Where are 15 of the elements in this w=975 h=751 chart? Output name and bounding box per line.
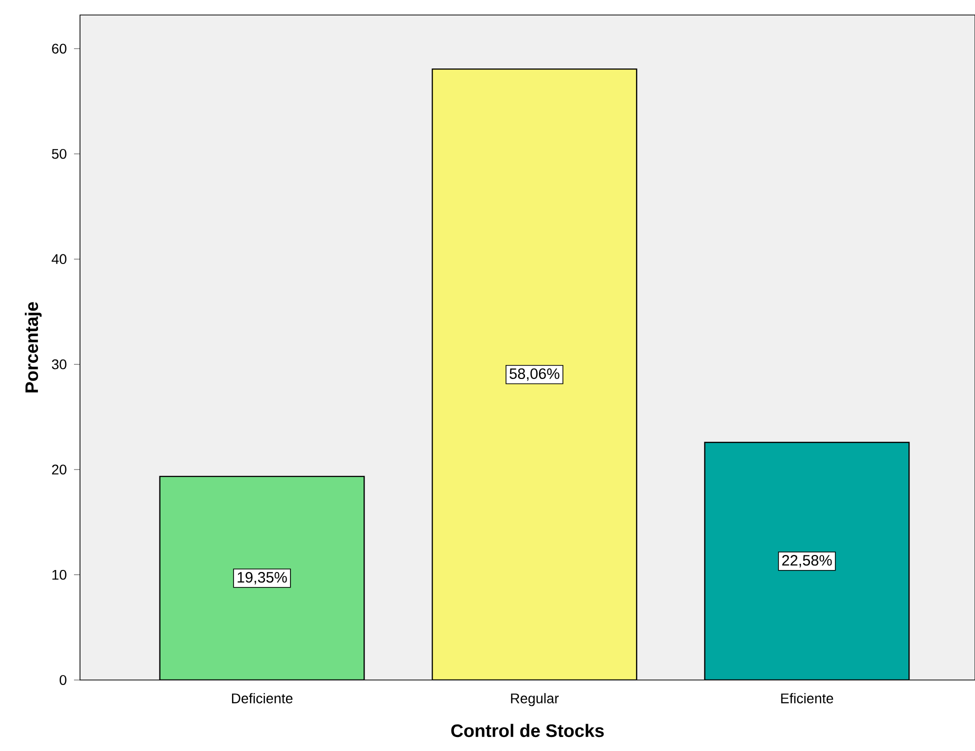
- data-label: 22,58%: [782, 555, 832, 568]
- y-tick-label: 0: [60, 675, 66, 685]
- y-tick-label: 30: [52, 359, 66, 370]
- data-label: 58,06%: [510, 368, 560, 381]
- y-tick-label: 40: [52, 254, 66, 264]
- x-axis-title: Control de Stocks: [451, 724, 604, 738]
- x-tick-label: Regular: [511, 693, 559, 706]
- y-tick-label: 20: [52, 464, 66, 474]
- y-tick-label: 10: [52, 570, 66, 580]
- x-tick-label: Eficiente: [781, 693, 834, 704]
- y-tick-label: 50: [52, 148, 66, 159]
- data-label: 19,35%: [238, 572, 287, 584]
- y-axis-title: Porcentaje: [24, 302, 42, 392]
- y-tick-label: 60: [52, 44, 66, 54]
- x-tick-label: Deficiente: [232, 693, 292, 704]
